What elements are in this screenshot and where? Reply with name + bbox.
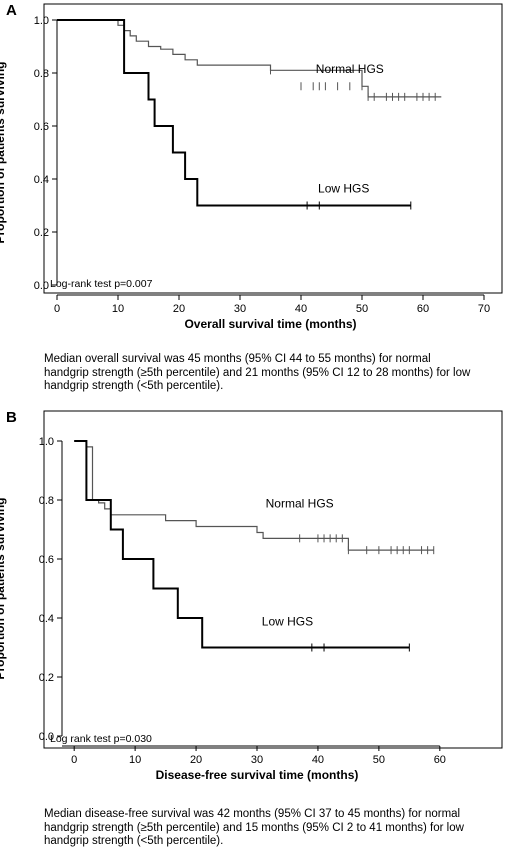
series-label-low-hgs: Low HGS	[262, 614, 313, 628]
y-axis-title: Proportion of patients surviving	[0, 497, 7, 679]
x-tick-label: 20	[173, 303, 185, 315]
y-tick-label: 0.6	[34, 121, 49, 133]
y-tick-label: 0.6	[39, 554, 54, 566]
x-tick-label: 30	[251, 754, 263, 766]
series-line-normal-hgs	[57, 19, 442, 98]
panel-letter-b: B	[6, 409, 17, 426]
x-tick-label: 0	[54, 303, 60, 315]
y-axis-title: Proportion of patients surviving	[0, 61, 7, 243]
x-tick-label: 50	[373, 754, 385, 766]
caption-b: Median disease-free survival was 42 mont…	[44, 808, 464, 847]
plot-frame	[43, 3, 503, 294]
series-label-normal-hgs: Normal HGS	[266, 496, 334, 510]
series-line-normal-hgs	[74, 440, 434, 551]
y-tick-label: 1.0	[34, 15, 49, 27]
y-tick-label: 0.2	[39, 672, 54, 684]
x-tick-label: 20	[190, 754, 202, 766]
logrank-annotation: Log rank test p=0.030	[50, 733, 152, 745]
chart-a: 0.0 0.2 0.4 0.6 0.8 1.0 0 10 20 30 40 50 60 70 Overall…	[0, 3, 503, 331]
series-label-normal-hgs: Normal HGS	[316, 62, 384, 76]
x-tick-label: 10	[112, 303, 124, 315]
logrank-annotation: Log-rank test p=0.007	[50, 278, 153, 290]
series-label-low-hgs: Low HGS	[318, 181, 369, 195]
y-tick-label: 1.0	[39, 436, 54, 448]
series-line-low-hgs	[57, 19, 411, 207]
y-tick-label: 0.4	[39, 613, 54, 625]
chart-b: 0.0 0.2 0.4 0.6 0.8 1.0 0 10 20 30 40 50 60 Disease-f…	[0, 410, 503, 782]
panel-letter-a: A	[6, 2, 17, 19]
x-axis-title: Overall survival time (months)	[184, 317, 356, 331]
y-tick-label: 0.8	[34, 68, 49, 80]
x-tick-label: 60	[434, 754, 446, 766]
y-tick-label: 0.0	[39, 731, 54, 743]
y-tick-label: 0.0	[34, 280, 49, 292]
x-tick-label: 40	[295, 303, 307, 315]
x-tick-label: 30	[234, 303, 246, 315]
x-tick-label: 10	[129, 754, 141, 766]
x-tick-label: 60	[417, 303, 429, 315]
y-tick-label: 0.2	[34, 227, 49, 239]
series-line-low-hgs	[74, 440, 410, 649]
x-tick-label: 70	[478, 303, 490, 315]
x-tick-label: 0	[71, 754, 77, 766]
y-tick-label: 0.8	[39, 495, 54, 507]
x-axis-title: Disease-free survival time (months)	[156, 768, 359, 782]
x-tick-label: 40	[312, 754, 324, 766]
y-tick-label: 0.4	[34, 174, 49, 186]
plot-frame	[43, 410, 503, 749]
x-tick-label: 50	[356, 303, 368, 315]
caption-a: Median overall survival was 45 months (9…	[44, 353, 471, 392]
